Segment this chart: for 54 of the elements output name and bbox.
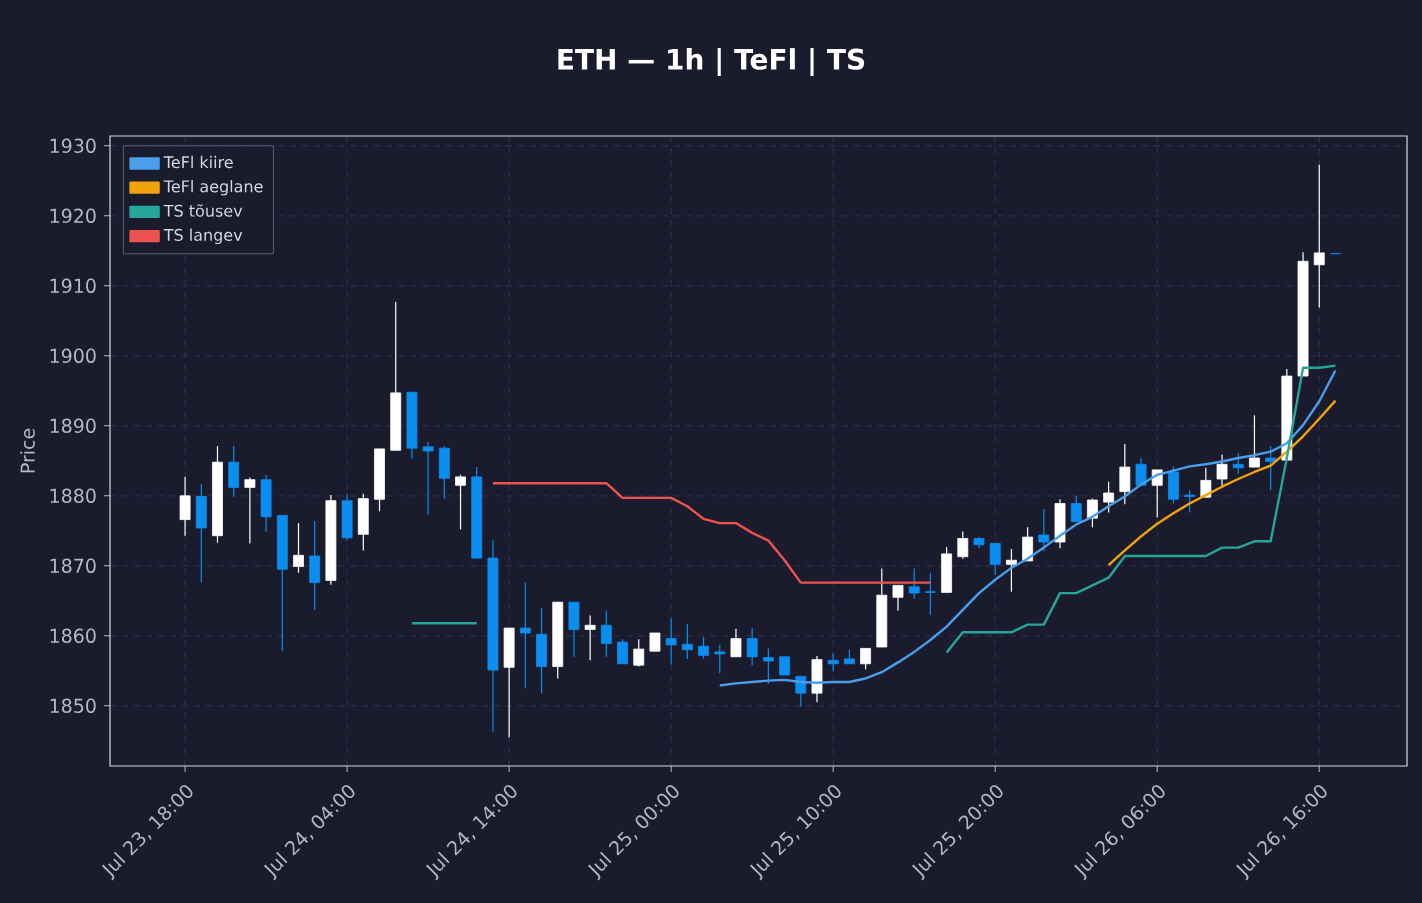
- candlestick: [1038, 508, 1050, 552]
- candlestick: [827, 652, 839, 673]
- candlestick: [681, 623, 693, 660]
- candlestick: [617, 638, 628, 665]
- y-tick-label: 1890: [50, 418, 96, 433]
- candlestick: [924, 572, 936, 616]
- candlestick: [860, 647, 872, 670]
- candlestick: [908, 568, 920, 600]
- legend-label: TS tõusev: [163, 204, 243, 217]
- legend-label: TeFl aeglane: [163, 180, 263, 196]
- chart-title: ETH — 1h | TeFl | TS: [558, 47, 865, 76]
- candlestick: [1135, 457, 1147, 486]
- candlestick: [957, 530, 969, 560]
- candlestick: [1265, 445, 1277, 491]
- candlestick: [179, 476, 191, 537]
- candlestick: [519, 581, 531, 689]
- candlestick: [762, 647, 774, 685]
- candlestick: [422, 441, 434, 516]
- candlestick: [1232, 452, 1244, 475]
- candlestick: [1022, 526, 1034, 562]
- legend-label: TeFl kiire: [163, 155, 233, 169]
- y-tick-label: 1860: [50, 628, 96, 643]
- candlestick: [698, 636, 709, 660]
- candlestick: [1103, 481, 1115, 514]
- candlestick: [730, 628, 742, 658]
- y-tick-label: 1870: [50, 558, 96, 573]
- candlestick: [455, 474, 466, 530]
- y-tick-label: 1850: [50, 698, 96, 713]
- y-axis-title: Price: [20, 428, 35, 473]
- line-series: [1107, 399, 1337, 567]
- candlestick: [293, 522, 304, 574]
- candlestick: [714, 644, 726, 674]
- candlestick: [1070, 495, 1082, 523]
- candlestick: [989, 542, 1001, 576]
- y-tick-label: 1930: [50, 138, 96, 153]
- candlestick: [1005, 548, 1017, 593]
- candlestick: [244, 476, 256, 544]
- candlestick: [1249, 414, 1260, 468]
- candlestick: [746, 627, 758, 666]
- legend-label: TS langev: [163, 228, 243, 245]
- candlestick: [892, 584, 904, 612]
- y-tick-label: 1880: [50, 488, 96, 503]
- y-tick-label: 1910: [50, 278, 96, 293]
- candlestick: [779, 656, 790, 676]
- y-tick-label: 1920: [50, 208, 96, 223]
- candlestick: [1313, 164, 1325, 309]
- candlestick: [1184, 489, 1196, 514]
- candlestick: [1216, 453, 1228, 489]
- candlestick: [633, 638, 645, 668]
- y-tick-label: 1900: [50, 348, 96, 363]
- candlestick: [665, 617, 677, 666]
- candlestick: [584, 614, 596, 661]
- candlestick: [649, 632, 661, 652]
- candlestick: [600, 609, 612, 658]
